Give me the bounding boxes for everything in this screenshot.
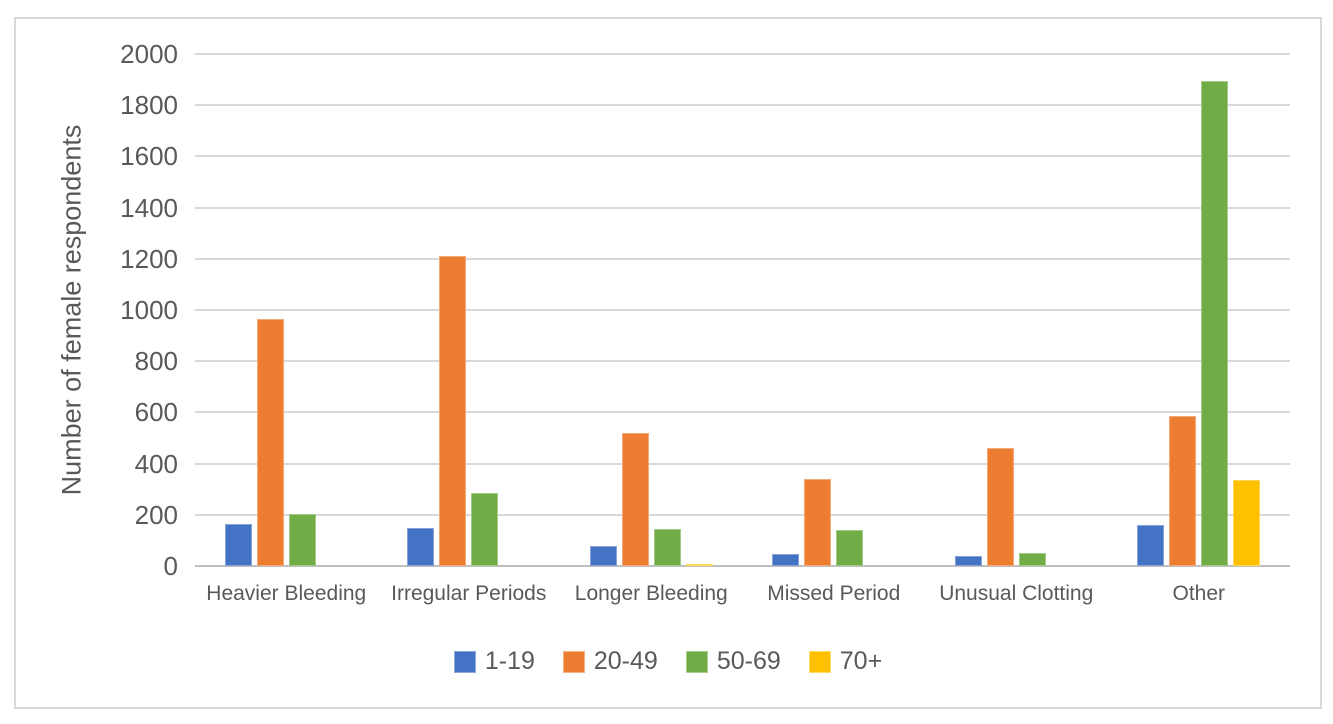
bar-20-49-irregular-periods <box>439 256 467 566</box>
bar-20-49-missed-period <box>804 478 832 566</box>
bar-group-unusual-clotting <box>925 54 1108 566</box>
bar-50-69-unusual-clotting <box>1018 553 1046 566</box>
y-tick-label-600: 600 <box>134 397 178 428</box>
chart-frame: Number of female respondents 0 200 400 600 8… <box>14 17 1322 709</box>
gridline-2000 <box>195 53 1290 55</box>
bar-20-49-heavier-bleeding <box>256 318 284 566</box>
y-tick-label-1800: 1800 <box>120 90 178 121</box>
x-axis-labels: Heavier Bleeding Irregular Periods Longer … <box>195 582 1290 606</box>
x-axis-label-longer-bleeding: Longer Bleeding <box>574 582 728 605</box>
bar-1-19-other <box>1137 525 1165 566</box>
y-tick-label-2000: 2000 <box>120 39 178 69</box>
legend-item-50-69: 50-69 <box>685 647 781 675</box>
legend-swatch-1-19 <box>453 650 476 673</box>
x-axis-label-unusual-clotting: Unusual Clotting <box>939 582 1094 605</box>
y-tick-label-1200: 1200 <box>120 243 178 274</box>
legend-label-20-49: 20-49 <box>593 647 658 675</box>
legend-item-1-19: 1-19 <box>453 647 535 675</box>
x-axis-label-irregular-periods: Irregular Periods <box>391 582 547 605</box>
gridline-1200 <box>195 257 1290 260</box>
bar-50-69-heavier-bleeding <box>288 513 316 566</box>
bar-1-19-irregular-periods <box>407 527 435 566</box>
gridline-1600 <box>195 155 1290 158</box>
x-axis-label-missed-period: Missed Period <box>767 582 901 605</box>
bar-50-69-other <box>1201 80 1229 566</box>
y-tick-label-400: 400 <box>134 448 178 479</box>
y-tick-label-800: 800 <box>134 346 178 377</box>
bar-1-19-heavier-bleeding <box>224 523 252 566</box>
legend-item-70: 70+ <box>808 647 883 675</box>
gridline-800 <box>195 360 1290 363</box>
y-tick-label-200: 200 <box>134 499 178 530</box>
bar-20-49-other <box>1169 416 1197 566</box>
plot-area <box>195 53 1290 567</box>
bar-50-69-missed-period <box>836 530 864 566</box>
bar-series-area <box>195 54 1290 566</box>
gridline-1400 <box>195 206 1290 209</box>
bar-20-49-longer-bleeding <box>621 432 649 566</box>
gridline-1800 <box>195 104 1290 107</box>
bar-20-49-unusual-clotting <box>986 448 1014 566</box>
legend: 1-19 20-49 50-69 70+ <box>16 649 1320 674</box>
legend-label-1-19: 1-19 <box>484 647 535 675</box>
x-axis-label-other: Other <box>1172 582 1226 605</box>
bar-1-19-missed-period <box>772 554 800 566</box>
bar-group-missed-period <box>743 54 926 566</box>
gridline-600 <box>195 411 1290 414</box>
legend-label-70: 70+ <box>839 647 883 675</box>
bar-group-heavier-bleeding <box>195 54 378 566</box>
bar-50-69-longer-bleeding <box>653 528 681 566</box>
legend-swatch-50-69 <box>685 650 708 673</box>
x-axis-label-heavier-bleeding: Heavier Bleeding <box>206 582 367 605</box>
y-tick-label-0: 0 <box>163 551 178 581</box>
gridline-0 <box>195 565 1290 567</box>
y-axis-tick-labels: 0 200 400 600 800 1000 1200 1400 1600 1800 2000 <box>16 41 178 579</box>
bar-group-irregular-periods <box>378 54 561 566</box>
bar-50-69-irregular-periods <box>471 493 499 566</box>
legend-swatch-70 <box>808 650 831 673</box>
y-tick-label-1600: 1600 <box>120 141 178 172</box>
gridline-200 <box>195 513 1290 516</box>
legend-swatch-20-49 <box>562 650 585 673</box>
y-tick-label-1400: 1400 <box>120 192 178 223</box>
gridline-400 <box>195 462 1290 465</box>
bar-70-longer-bleeding <box>685 563 713 566</box>
y-tick-label-1000: 1000 <box>120 295 178 325</box>
bar-1-19-longer-bleeding <box>589 545 617 566</box>
bar-1-19-unusual-clotting <box>954 555 982 566</box>
legend-item-20-49: 20-49 <box>562 647 658 675</box>
gridline-1000 <box>195 309 1290 311</box>
bar-group-longer-bleeding <box>560 54 743 566</box>
bar-70-other <box>1233 480 1261 566</box>
bar-group-other <box>1108 54 1291 566</box>
legend-label-50-69: 50-69 <box>716 647 781 675</box>
